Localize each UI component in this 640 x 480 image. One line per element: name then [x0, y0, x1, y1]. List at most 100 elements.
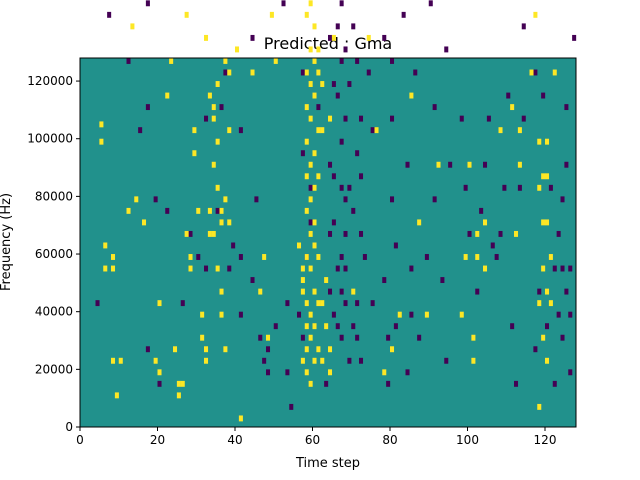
heatmap-cell-high	[545, 357, 550, 364]
x-tick-label: 100	[456, 433, 479, 447]
heatmap-cell-high	[223, 196, 228, 203]
heatmap-cell-high	[111, 265, 116, 272]
heatmap-cell-low	[347, 81, 352, 87]
heatmap-cell-high	[308, 196, 313, 203]
heatmap-cell-low	[366, 69, 371, 76]
y-tick-label: 0	[65, 420, 73, 434]
heatmap-cell-low	[560, 334, 565, 341]
heatmap-cell-high	[320, 127, 325, 134]
heatmap-cell-high	[157, 369, 162, 376]
heatmap-cell-low	[258, 334, 263, 341]
heatmap-cell-low	[215, 207, 220, 214]
heatmap-cell-high	[463, 254, 468, 260]
y-tick-label: 120000	[27, 74, 73, 88]
heatmap-cell-low	[483, 161, 488, 168]
heatmap-cell-low	[393, 323, 398, 330]
heatmap-cell-low	[335, 265, 340, 272]
heatmap-cell-high	[304, 323, 309, 330]
x-tick-label: 20	[150, 433, 165, 447]
heatmap-cell-high	[483, 265, 488, 272]
heatmap-cell-low	[196, 254, 201, 260]
x-tick-label: 0	[76, 433, 84, 447]
heatmap-cell-high	[541, 219, 546, 226]
heatmap-cell-high	[316, 346, 321, 353]
heatmap-cell-low	[343, 115, 348, 122]
heatmap-cell-low	[390, 58, 395, 64]
heatmap-cell-high	[200, 311, 205, 318]
heatmap-cell-high	[262, 254, 267, 260]
heatmap-cell-low	[362, 254, 367, 260]
x-tick-label: 40	[227, 433, 242, 447]
heatmap-cell-low	[351, 207, 356, 214]
heatmap-cell-high	[207, 230, 212, 237]
heatmap-cell-high	[537, 300, 542, 307]
heatmap-cell-low	[506, 92, 511, 99]
heatmap-cell-high	[312, 92, 317, 99]
heatmap-cell-high	[304, 346, 309, 353]
heatmap-cell-low	[510, 323, 515, 330]
heatmap-cell-low	[262, 357, 267, 364]
heatmap-cell-low	[552, 265, 557, 272]
heatmap-cell-low	[343, 46, 348, 53]
heatmap-cell-high	[211, 104, 216, 111]
heatmap-cell-low	[339, 58, 344, 64]
heatmap-cell-low	[238, 127, 243, 134]
heatmap-cell-low	[145, 346, 150, 353]
y-tick-label: 20000	[35, 362, 73, 376]
heatmap-cell-low	[266, 346, 271, 353]
heatmap-cell-low	[359, 230, 364, 237]
heatmap-cell-high	[184, 230, 189, 237]
heatmap-cell-high	[204, 34, 209, 41]
heatmap-cell-low	[556, 311, 561, 318]
heatmap-cell-low	[564, 288, 569, 295]
heatmap-cell-high	[316, 69, 321, 76]
heatmap-cell-high	[382, 369, 387, 376]
heatmap-cell-high	[312, 288, 317, 295]
heatmap-cell-high	[316, 254, 321, 260]
heatmap-cell-high	[328, 115, 333, 122]
heatmap-cell-high	[207, 207, 212, 214]
heatmap-cell-low	[339, 288, 344, 295]
heatmap-cell-high	[188, 254, 193, 260]
heatmap-cell-low	[231, 242, 236, 249]
heatmap-cell-low	[459, 115, 464, 122]
heatmap-cell-low	[355, 334, 360, 341]
heatmap-cell-high	[235, 46, 240, 53]
heatmap-cell-high	[545, 138, 550, 145]
heatmap-cell-low	[448, 161, 453, 168]
heatmap-cell-high	[227, 219, 232, 226]
heatmap-cell-low	[331, 173, 336, 180]
heatmap-cell-high	[297, 242, 302, 249]
heatmap-cell-high	[273, 58, 278, 64]
heatmap-cell-high	[308, 46, 313, 53]
heatmap-cell-high	[238, 415, 243, 422]
heatmap-cell-low	[351, 323, 356, 330]
heatmap-cell-high	[227, 127, 232, 134]
heatmap-cell-high	[114, 392, 119, 399]
heatmap-cell-low	[560, 265, 565, 272]
x-axis-label: Time step	[295, 456, 360, 471]
heatmap-cell-high	[192, 150, 197, 157]
heatmap-cell-high	[312, 242, 317, 249]
heatmap-cell-low	[475, 288, 480, 295]
heatmap-cell-low	[564, 104, 569, 111]
heatmap-cell-high	[304, 254, 309, 260]
heatmap-cell-high	[374, 127, 379, 134]
heatmap-cell-low	[541, 92, 546, 99]
heatmap-cell-high	[517, 127, 522, 134]
heatmap-cell-low	[335, 23, 340, 30]
heatmap-cell-high	[308, 161, 313, 168]
heatmap-cell-low	[126, 58, 131, 64]
heatmap-cell-low	[409, 311, 414, 318]
heatmap-cell-high	[331, 34, 336, 41]
heatmap-cell-low	[560, 196, 565, 203]
heatmap-cell-low	[335, 323, 340, 330]
heatmap-cell-low	[238, 311, 243, 318]
heatmap-cell-high	[111, 254, 116, 260]
heatmap-cell-low	[359, 173, 364, 180]
heatmap-cell-high	[316, 173, 321, 180]
heatmap-cell-high	[196, 207, 201, 214]
heatmap-cell-high	[328, 346, 333, 353]
heatmap-cell-high	[545, 173, 550, 180]
